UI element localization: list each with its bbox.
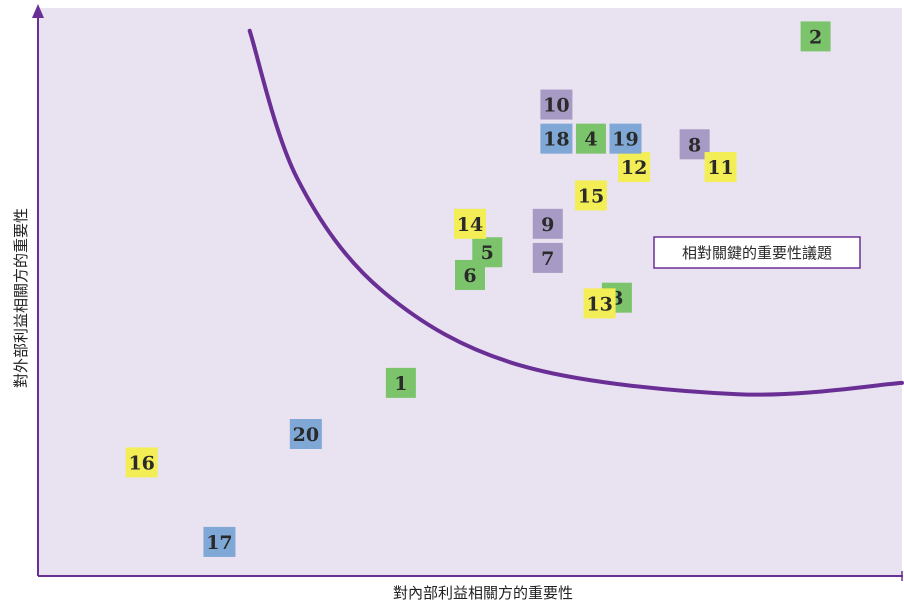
topic-marker-box xyxy=(800,21,831,52)
topic-marker-1: 1 xyxy=(385,367,416,398)
topic-marker-box xyxy=(574,180,607,211)
topic-marker-9: 9 xyxy=(532,208,563,239)
topic-marker-label: 14 xyxy=(457,214,483,236)
topic-marker-box xyxy=(618,152,651,183)
topic-marker-17: 17 xyxy=(203,526,236,557)
topic-marker-box xyxy=(540,123,573,154)
topic-marker-7: 7 xyxy=(532,242,563,273)
topic-marker-label: 15 xyxy=(578,185,604,207)
annotation-label: 相對關鍵的重要性議題 xyxy=(682,244,832,262)
topic-marker-10: 10 xyxy=(540,89,573,120)
topic-marker-label: 7 xyxy=(541,248,554,270)
plot-area xyxy=(38,8,902,576)
topic-marker-20: 20 xyxy=(289,419,322,449)
topic-marker-6: 6 xyxy=(455,259,485,290)
topic-marker-label: 8 xyxy=(688,134,701,156)
topic-marker-2: 2 xyxy=(800,21,831,52)
topic-marker-label: 6 xyxy=(463,265,476,287)
topic-marker-label: 5 xyxy=(481,242,494,264)
topic-marker-box xyxy=(203,526,236,557)
topic-marker-box xyxy=(289,419,322,449)
topic-marker-11: 11 xyxy=(704,152,737,183)
topic-marker-14: 14 xyxy=(454,208,486,239)
topic-marker-box xyxy=(540,89,573,120)
topic-marker-label: 4 xyxy=(584,129,597,151)
materiality-threshold-curve xyxy=(247,28,904,397)
topic-marker-13: 13 xyxy=(583,288,616,319)
topic-marker-12: 12 xyxy=(618,152,651,183)
topic-marker-18: 18 xyxy=(540,123,573,154)
topic-marker-box xyxy=(609,123,642,154)
topic-marker-label: 11 xyxy=(707,157,733,179)
topic-marker-label: 12 xyxy=(621,157,647,179)
topic-marker-box xyxy=(454,208,486,239)
topic-marker-16: 16 xyxy=(125,447,158,478)
topic-marker-label: 1 xyxy=(394,373,407,395)
topic-marker-label: 9 xyxy=(541,214,554,236)
y-axis-label: 對外部利益相關方的重要性 xyxy=(12,208,30,388)
topic-marker-box xyxy=(583,288,616,319)
topic-marker-box xyxy=(125,447,158,478)
annotation-box xyxy=(653,236,861,269)
topic-marker-label: 17 xyxy=(206,532,232,554)
topic-marker-label: 2 xyxy=(809,26,822,48)
topic-marker-label: 10 xyxy=(543,95,569,117)
topic-marker-box xyxy=(532,208,563,239)
topic-marker-19: 19 xyxy=(609,123,642,154)
topic-marker-label: 20 xyxy=(293,424,319,446)
y-axis-arrow-icon xyxy=(32,4,44,18)
topic-marker-15: 15 xyxy=(574,180,607,211)
topic-marker-box xyxy=(575,123,606,154)
topic-marker-label: 13 xyxy=(586,293,612,315)
topic-marker-label: 19 xyxy=(612,129,638,151)
topic-marker-box xyxy=(532,242,563,273)
topic-marker-box xyxy=(385,367,416,398)
topic-marker-box xyxy=(704,152,737,183)
topic-marker-4: 4 xyxy=(575,123,606,154)
topic-marker-label: 16 xyxy=(128,452,154,474)
topic-marker-label: 18 xyxy=(543,129,569,151)
topic-marker-box xyxy=(455,259,485,290)
x-axis-label: 對內部利益相關方的重要性 xyxy=(393,584,573,602)
